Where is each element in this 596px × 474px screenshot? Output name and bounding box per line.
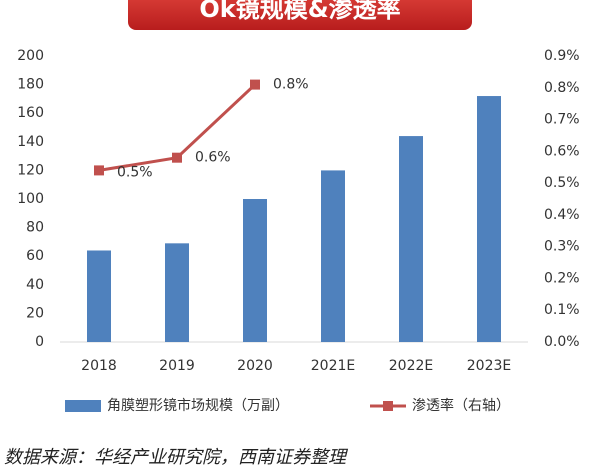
y-tick-label: 20 bbox=[26, 305, 44, 321]
x-tick-label: 2019 bbox=[159, 358, 195, 374]
x-tick-label: 2022E bbox=[389, 358, 433, 374]
bar bbox=[165, 243, 189, 342]
line-marker bbox=[94, 165, 104, 176]
y-tick-label: 0 bbox=[35, 334, 44, 350]
bar bbox=[399, 136, 423, 342]
bar bbox=[321, 170, 345, 342]
y2-tick-label: 0.2% bbox=[544, 270, 580, 286]
data-label: 0.5% bbox=[117, 164, 153, 180]
legend-swatch bbox=[383, 401, 393, 411]
bar bbox=[243, 199, 267, 342]
y-tick-label: 180 bbox=[17, 77, 44, 93]
y2-tick-label: 0.7% bbox=[544, 112, 580, 128]
line-marker bbox=[172, 152, 182, 163]
source-note: 数据来源：华经产业研究院，西南证券整理 bbox=[4, 447, 349, 468]
data-label: 0.8% bbox=[273, 77, 309, 93]
y-tick-label: 200 bbox=[17, 48, 44, 64]
y2-tick-label: 0.0% bbox=[544, 334, 580, 350]
y2-tick-label: 0.3% bbox=[544, 239, 580, 255]
bar bbox=[477, 96, 501, 342]
y2-tick-label: 0.6% bbox=[544, 143, 580, 159]
y-tick-label: 40 bbox=[26, 277, 44, 293]
bar bbox=[87, 250, 111, 342]
y-tick-label: 120 bbox=[17, 162, 44, 178]
data-label: 0.6% bbox=[195, 150, 231, 166]
x-tick-label: 2021E bbox=[311, 358, 355, 374]
y2-tick-label: 0.8% bbox=[544, 80, 580, 96]
y2-tick-label: 0.4% bbox=[544, 207, 580, 223]
y-tick-label: 140 bbox=[17, 134, 44, 150]
x-tick-label: 2020 bbox=[237, 358, 273, 374]
y-tick-label: 100 bbox=[17, 191, 44, 207]
legend-label: 角膜塑形镜市场规模（万副） bbox=[107, 397, 289, 414]
legend-label: 渗透率（右轴） bbox=[412, 397, 510, 414]
y2-tick-label: 0.5% bbox=[544, 175, 580, 191]
x-tick-label: 2018 bbox=[81, 358, 117, 374]
y-tick-label: 80 bbox=[26, 220, 44, 236]
chart-title: Ok镜规模&渗透率 bbox=[199, 0, 400, 23]
y-tick-label: 160 bbox=[17, 105, 44, 121]
y2-tick-label: 0.9% bbox=[544, 48, 580, 64]
y-tick-label: 60 bbox=[26, 248, 44, 264]
x-tick-label: 2023E bbox=[467, 358, 511, 374]
y2-tick-label: 0.1% bbox=[544, 302, 580, 318]
line-marker bbox=[250, 79, 260, 90]
legend-swatch bbox=[65, 400, 101, 412]
title-banner bbox=[128, 0, 472, 30]
